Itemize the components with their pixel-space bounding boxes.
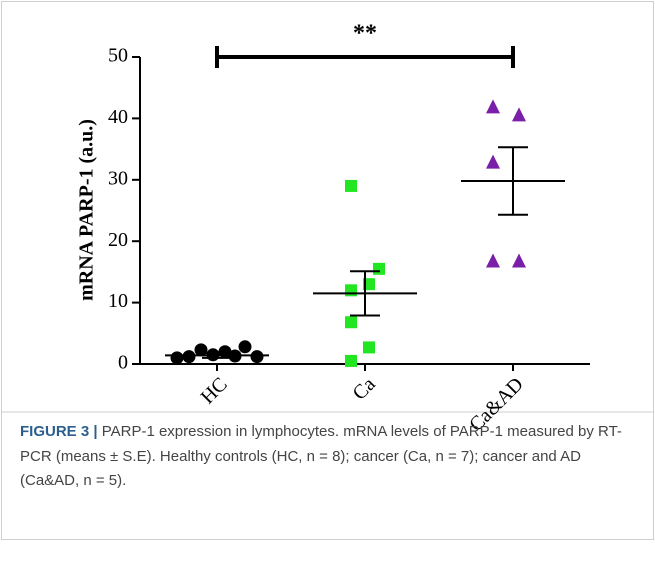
caption: FIGURE 3 | PARP-1 expression in lymphocy…: [20, 420, 640, 494]
data-point: [486, 253, 500, 268]
data-point: [170, 351, 184, 365]
data-point: [182, 350, 196, 364]
data-point: [486, 99, 500, 114]
data-point: [512, 107, 526, 122]
frame: [1, 1, 654, 540]
data-point: [345, 354, 357, 367]
y-tick-label: 10: [108, 290, 128, 312]
y-tick-label: 40: [108, 106, 128, 128]
y-tick-label: 30: [108, 167, 128, 189]
caption-text: PARP-1 expression in lymphocytes. mRNA l…: [20, 423, 622, 489]
y-tick-label: 20: [108, 229, 128, 251]
data-point: [512, 253, 526, 268]
caption-label: FIGURE 3 |: [20, 423, 98, 440]
data-point: [345, 316, 357, 329]
data-point: [363, 341, 375, 354]
y-tick-label: 0: [118, 352, 128, 374]
data-point: [373, 262, 385, 275]
data-point: [238, 340, 252, 354]
data-point: [250, 350, 264, 364]
y-axis-label: mRNA PARP-1 (a.u.): [76, 119, 98, 301]
x-tick-label: Ca: [349, 373, 380, 404]
data-point: [486, 154, 500, 169]
x-tick-label: HC: [197, 373, 232, 408]
data-point: [345, 179, 357, 192]
significance-label: **: [353, 21, 377, 47]
y-tick-label: 50: [108, 45, 128, 67]
data-point: [345, 284, 357, 297]
